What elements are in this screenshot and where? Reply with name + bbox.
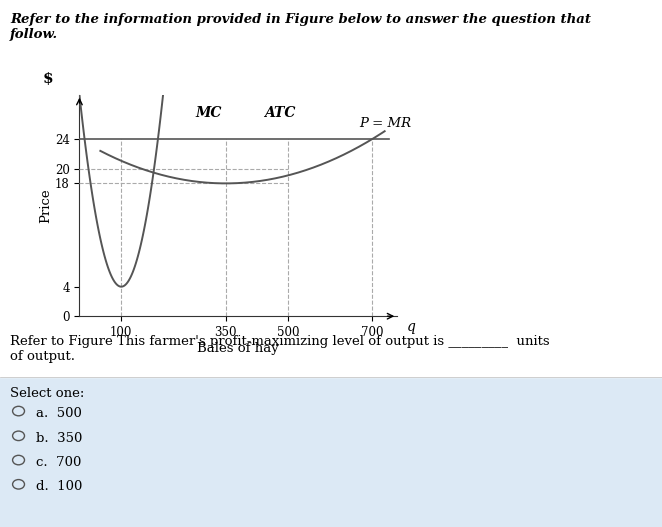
Text: b.  350: b. 350	[36, 432, 83, 445]
Text: Select one:: Select one:	[10, 387, 84, 401]
X-axis label: Bales of hay: Bales of hay	[197, 341, 279, 355]
Text: $: $	[42, 72, 53, 86]
Y-axis label: Price: Price	[39, 188, 52, 223]
Text: Refer to Figure This farmer's profit-maximizing level of output is _________  un: Refer to Figure This farmer's profit-max…	[10, 335, 549, 363]
Text: d.  100: d. 100	[36, 480, 83, 493]
Text: q: q	[406, 320, 416, 334]
Bar	[0, 377, 662, 527]
Text: P = MR: P = MR	[359, 118, 412, 130]
Text: a.  500: a. 500	[36, 407, 82, 420]
Text: Refer to the information provided in Figure below to answer the question that
fo: Refer to the information provided in Fig…	[10, 13, 591, 41]
Text: c.  700: c. 700	[36, 456, 82, 469]
Text: ATC: ATC	[264, 106, 296, 120]
Text: MC: MC	[196, 106, 222, 120]
Bar	[0, 0, 662, 377]
